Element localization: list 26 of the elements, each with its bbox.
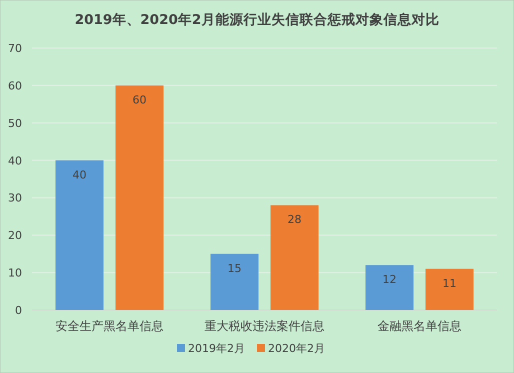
y-tick-label: 40 [8, 154, 22, 168]
chart-title: 2019年、2020年2月能源行业失信联合惩戒对象信息对比 [74, 12, 440, 28]
x-tick-label: 重大税收违法案件信息 [204, 319, 324, 333]
y-tick-label: 0 [15, 304, 22, 317]
legend-label: 2020年2月 [268, 342, 325, 355]
y-tick-label: 70 [8, 42, 22, 55]
data-label: 11 [442, 276, 456, 290]
bar [366, 265, 414, 310]
x-tick-label: 金融黑名单信息 [378, 319, 462, 333]
data-label: 28 [288, 213, 302, 226]
bar [56, 160, 104, 310]
y-tick-label: 10 [8, 266, 22, 280]
y-tick-label: 50 [8, 116, 22, 130]
x-tick-label: 安全生产黑名单信息 [56, 319, 164, 333]
data-label: 15 [228, 262, 242, 275]
y-tick-label: 30 [8, 192, 22, 205]
bar [210, 254, 258, 310]
data-label: 60 [132, 93, 146, 106]
bar [426, 268, 474, 310]
y-tick-label: 20 [8, 229, 22, 242]
legend-label: 2019年2月 [188, 342, 245, 355]
data-label: 40 [72, 168, 86, 182]
y-tick-label: 60 [8, 79, 22, 92]
bar [116, 85, 164, 310]
data-label: 12 [382, 273, 396, 286]
bar [270, 205, 318, 310]
